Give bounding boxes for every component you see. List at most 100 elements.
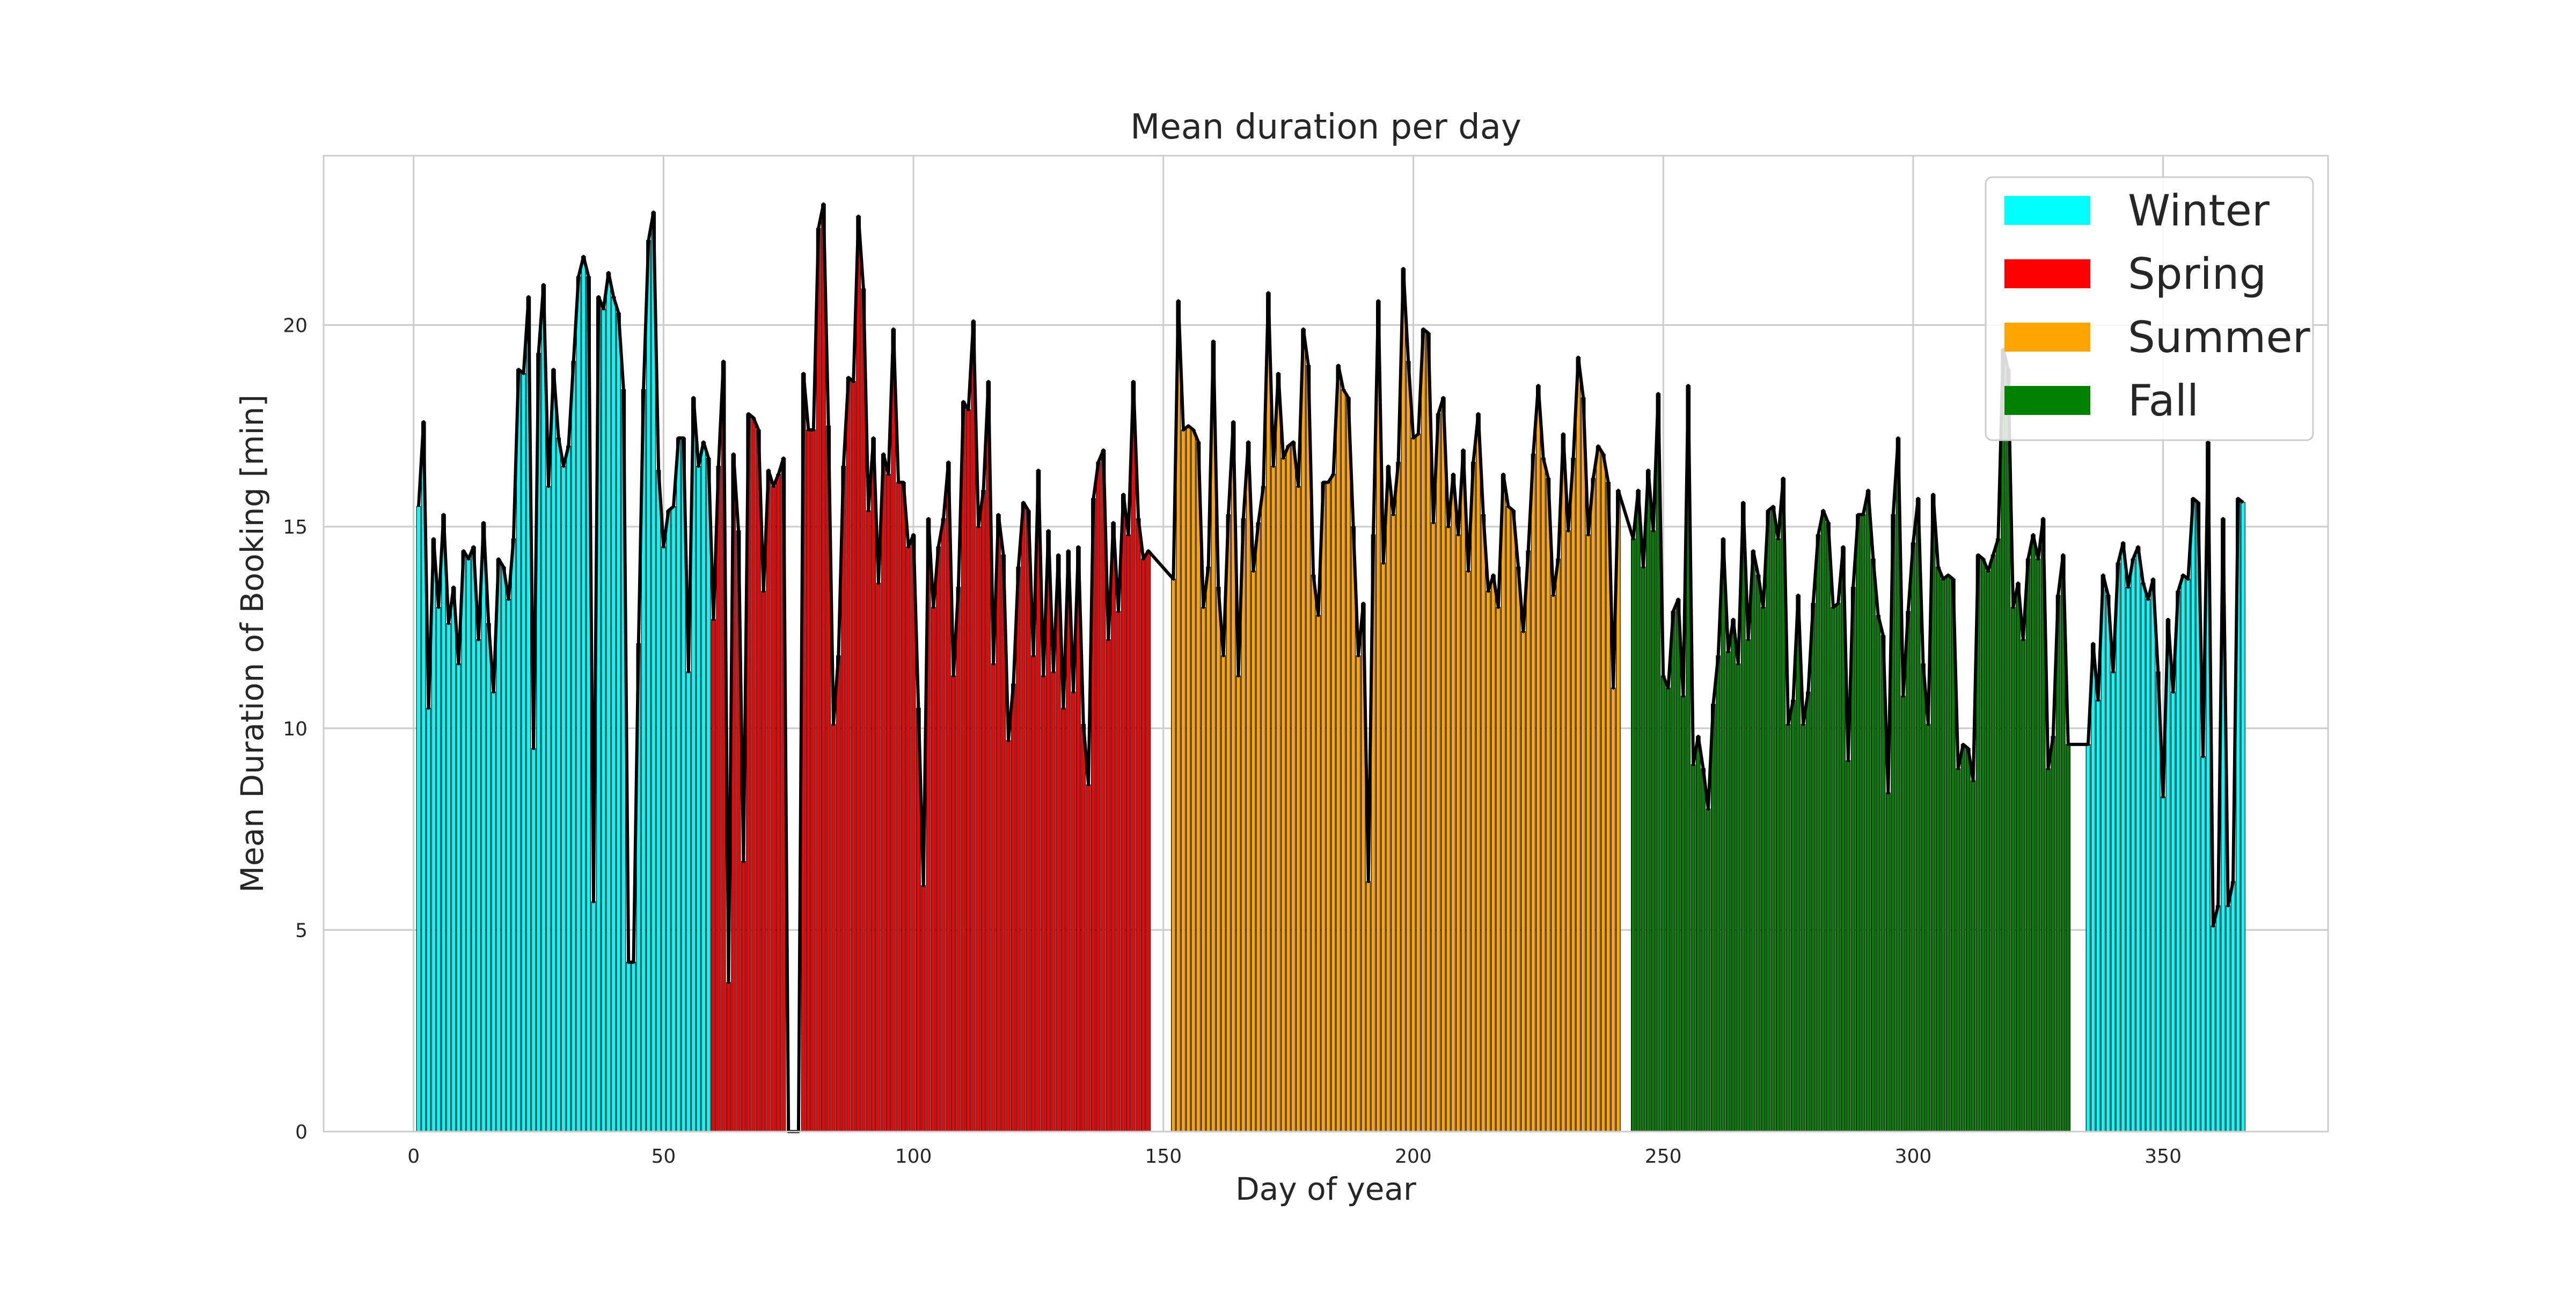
bar-day-84 (831, 724, 836, 1132)
bar-day-158 (1201, 607, 1206, 1132)
bar-day-228 (1550, 595, 1556, 1132)
bar-day-337 (2096, 699, 2101, 1132)
bar-day-57 (696, 465, 701, 1132)
bar-day-226 (1541, 457, 1546, 1132)
bar-day-142 (1121, 494, 1126, 1132)
bar-day-119 (1006, 740, 1011, 1132)
bar-day-309 (1956, 768, 1961, 1132)
bar-day-167 (1246, 441, 1251, 1132)
bar-day-262 (1721, 538, 1726, 1132)
bar-day-161 (1216, 587, 1221, 1132)
x-tick-label: 100 (895, 1146, 932, 1168)
tick-labels: 0 50 100 150 200 250 300 350 0 5 10 15 20 (283, 315, 2182, 1168)
x-tick-label: 50 (651, 1146, 676, 1168)
bar-day-210 (1461, 449, 1466, 1132)
legend-swatch-summer (2004, 323, 2090, 352)
bar-day-198 (1401, 268, 1406, 1132)
bar-day-299 (1906, 611, 1911, 1132)
bar-day-250 (1660, 675, 1666, 1132)
bar-day-345 (2135, 546, 2141, 1132)
bar-day-40 (611, 296, 616, 1132)
bar-day-173 (1276, 373, 1281, 1132)
bar-day-59 (706, 457, 711, 1132)
bar-day-259 (1706, 808, 1711, 1132)
bar-day-15 (486, 623, 491, 1132)
y-tick-label: 15 (283, 516, 308, 538)
bar-day-277 (1796, 595, 1801, 1132)
bar-day-12 (471, 546, 476, 1132)
bar-day-268 (1751, 550, 1756, 1132)
bar-day-231 (1565, 530, 1571, 1132)
bar-day-280 (1811, 603, 1816, 1132)
bar-day-322 (2021, 639, 2026, 1132)
bar-day-5 (436, 607, 441, 1132)
bar-day-72 (771, 486, 776, 1132)
bar-day-353 (2176, 590, 2180, 1132)
bar-day-267 (1746, 639, 1751, 1132)
bar-day-229 (1556, 558, 1561, 1132)
bar-day-96 (891, 329, 896, 1132)
bar-day-312 (1971, 780, 1976, 1132)
bar-day-310 (1960, 744, 1966, 1132)
bar-day-124 (1031, 655, 1036, 1132)
bar-day-247 (1645, 470, 1651, 1132)
line-group (417, 202, 2244, 1133)
x-tick-label: 200 (1395, 1146, 1432, 1168)
bar-day-285 (1835, 603, 1841, 1132)
chart-title: Mean duration per day (1130, 107, 1521, 147)
bar-day-17 (496, 558, 501, 1132)
bar-day-94 (881, 454, 886, 1132)
bar-day-339 (2105, 595, 2111, 1132)
bar-day-237 (1596, 446, 1601, 1132)
bar-day-273 (1776, 538, 1781, 1132)
bar-day-338 (2101, 574, 2106, 1132)
y-tick-label: 10 (283, 718, 308, 740)
bar-day-44 (631, 961, 636, 1132)
bar-day-132 (1071, 691, 1076, 1132)
bar-day-186 (1341, 389, 1346, 1132)
bar-day-315 (1986, 571, 1990, 1132)
bar-day-180 (1311, 574, 1316, 1132)
bar-day-222 (1521, 631, 1526, 1132)
bar-day-221 (1516, 566, 1521, 1132)
bar-day-20 (511, 538, 516, 1132)
bar-day-340 (2111, 671, 2116, 1132)
bar-day-354 (2180, 574, 2186, 1132)
bar-day-27 (546, 486, 551, 1132)
bar-day-283 (1826, 522, 1831, 1132)
bar-day-26 (541, 284, 546, 1132)
bar-day-168 (1251, 571, 1256, 1132)
bar-day-225 (1536, 385, 1541, 1132)
bar-day-33 (576, 276, 581, 1132)
bar-day-41 (616, 312, 621, 1132)
bar-day-121 (1016, 566, 1021, 1132)
x-tick-label: 350 (2145, 1146, 2182, 1168)
bar-day-213 (1476, 413, 1481, 1132)
bar-day-324 (2031, 534, 2036, 1132)
bar-day-155 (1186, 425, 1191, 1132)
bar-day-70 (761, 590, 766, 1132)
bar-day-108 (951, 675, 956, 1132)
bar-day-53 (676, 437, 681, 1132)
bar-day-366 (2241, 502, 2245, 1132)
bar-day-276 (1791, 699, 1796, 1132)
bar-day-114 (981, 490, 986, 1132)
bar-day-230 (1561, 433, 1566, 1132)
bar-day-13 (476, 639, 481, 1132)
bar-day-344 (2131, 558, 2136, 1132)
bar-day-363 (2226, 905, 2231, 1132)
bar-day-202 (1421, 329, 1426, 1132)
bar-day-275 (1785, 724, 1791, 1132)
bar-day-9 (456, 663, 461, 1132)
bar-day-223 (1526, 550, 1531, 1132)
bar-day-302 (1921, 663, 1926, 1132)
bar-day-52 (671, 506, 676, 1132)
bar-day-184 (1331, 473, 1336, 1132)
bar-day-19 (506, 599, 511, 1132)
bar-day-219 (1506, 506, 1511, 1132)
bar-day-282 (1820, 510, 1826, 1132)
bar-day-172 (1271, 465, 1276, 1132)
bar-day-93 (876, 582, 881, 1132)
bar-day-21 (516, 369, 521, 1132)
bar-day-251 (1666, 688, 1671, 1132)
